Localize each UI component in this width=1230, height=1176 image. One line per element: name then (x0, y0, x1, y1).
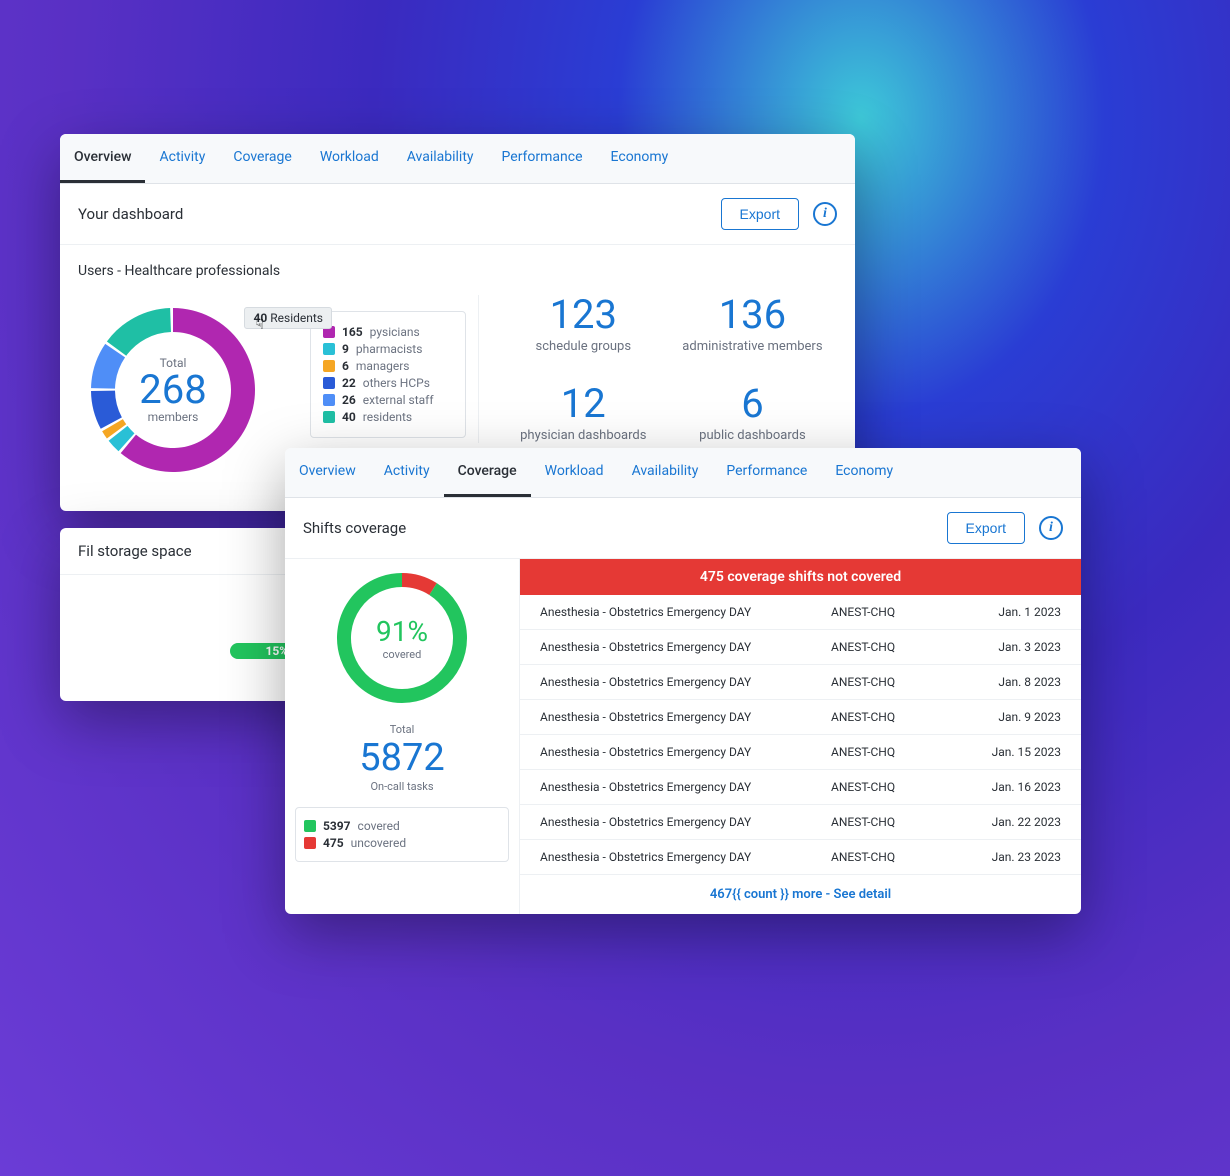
coverage-pct-sub: covered (376, 648, 428, 661)
users-legend: 165 pysicians 9 pharmacists 6 managers 22 o… (310, 311, 466, 438)
table-row[interactable]: Anesthesia - Obstetrics Emergency DAYANE… (520, 700, 1081, 735)
tab-economy[interactable]: Economy (821, 448, 907, 497)
tabs-overview: OverviewActivityCoverageWorkloadAvailabi… (60, 134, 855, 184)
table-row[interactable]: Anesthesia - Obstetrics Emergency DAYANE… (520, 595, 1081, 630)
export-button[interactable]: Export (721, 198, 799, 230)
tab-performance[interactable]: Performance (712, 448, 821, 497)
stats-grid: 123schedule groups136administrative memb… (478, 295, 837, 443)
tab-availability[interactable]: Availability (393, 134, 488, 183)
users-donut-chart: Total 268 members 40 Residents ☟ (78, 295, 268, 485)
legend-item: 26 external staff (323, 393, 453, 407)
legend-item: 22 others HCPs (323, 376, 453, 390)
tab-availability[interactable]: Availability (618, 448, 713, 497)
table-row[interactable]: Anesthesia - Obstetrics Emergency DAYANE… (520, 805, 1081, 840)
tab-activity[interactable]: Activity (145, 134, 219, 183)
coverage-pct: 91% (376, 615, 428, 648)
storage-title: Fil storage space (78, 542, 192, 560)
donut-members-label: members (139, 410, 206, 424)
tab-overview[interactable]: Overview (285, 448, 370, 497)
donut-total-value: 268 (139, 370, 206, 410)
table-row[interactable]: Anesthesia - Obstetrics Emergency DAYANE… (520, 770, 1081, 805)
panel-title: Your dashboard (78, 205, 183, 223)
donut-tooltip: 40 Residents (244, 307, 332, 329)
stat-card: 123schedule groups (499, 295, 668, 354)
legend-item: 40 residents (323, 410, 453, 424)
total-sub: On-call tasks (295, 780, 509, 793)
total-value: 5872 (295, 736, 509, 780)
table-row[interactable]: Anesthesia - Obstetrics Emergency DAYANE… (520, 630, 1081, 665)
see-more-link[interactable]: 467{{ count }} more - See detail (520, 875, 1081, 914)
table-row[interactable]: Anesthesia - Obstetrics Emergency DAYANE… (520, 840, 1081, 875)
table-row[interactable]: Anesthesia - Obstetrics Emergency DAYANE… (520, 735, 1081, 770)
coverage-donut-chart: 91% covered (335, 571, 469, 705)
tab-economy[interactable]: Economy (597, 134, 683, 183)
tab-coverage[interactable]: Coverage (219, 134, 305, 183)
tabs-coverage: OverviewActivityCoverageWorkloadAvailabi… (285, 448, 1081, 498)
coverage-table: Anesthesia - Obstetrics Emergency DAYANE… (520, 595, 1081, 875)
tab-performance[interactable]: Performance (488, 134, 597, 183)
stat-card: 136administrative members (668, 295, 837, 354)
tab-workload[interactable]: Workload (531, 448, 618, 497)
panel-header: Your dashboard Export i (60, 184, 855, 245)
panel-header: Shifts coverage Export i (285, 498, 1081, 559)
export-button[interactable]: Export (947, 512, 1025, 544)
stat-card: 6public dashboards (668, 384, 837, 443)
section-title-users: Users - Healthcare professionals (78, 263, 837, 279)
table-row[interactable]: Anesthesia - Obstetrics Emergency DAYANE… (520, 665, 1081, 700)
tab-overview[interactable]: Overview (60, 134, 145, 183)
tab-workload[interactable]: Workload (306, 134, 393, 183)
legend-item: 165 pysicians (323, 325, 453, 339)
coverage-legend: 5397 covered 475 uncovered (295, 807, 509, 862)
stat-card: 12physician dashboards (499, 384, 668, 443)
total-label: Total (295, 723, 509, 736)
legend-item: 475 uncovered (304, 836, 500, 850)
dashboard-panel-coverage: OverviewActivityCoverageWorkloadAvailabi… (285, 448, 1081, 914)
info-icon[interactable]: i (1039, 516, 1063, 540)
legend-item: 9 pharmacists (323, 342, 453, 356)
panel-title: Shifts coverage (303, 519, 406, 537)
legend-item: 5397 covered (304, 819, 500, 833)
tab-coverage[interactable]: Coverage (444, 448, 531, 497)
legend-item: 6 managers (323, 359, 453, 373)
info-icon[interactable]: i (813, 202, 837, 226)
coverage-alert-bar: 475 coverage shifts not covered (520, 559, 1081, 595)
tab-activity[interactable]: Activity (370, 448, 444, 497)
